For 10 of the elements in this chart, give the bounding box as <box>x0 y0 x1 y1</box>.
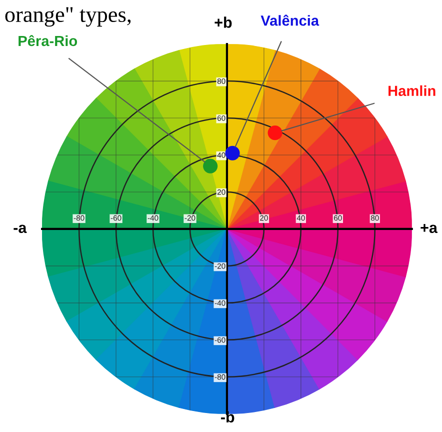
text: Pêra-Rio <box>18 35 78 46</box>
point <box>225 146 240 160</box>
text: -a <box>14 224 27 234</box>
text: +a <box>420 224 438 234</box>
text: orange" types, <box>5 7 131 27</box>
text: Hamlin <box>388 85 436 96</box>
point <box>268 126 282 140</box>
text: Valência <box>260 14 320 26</box>
text: +b <box>214 16 232 28</box>
point <box>203 158 218 174</box>
